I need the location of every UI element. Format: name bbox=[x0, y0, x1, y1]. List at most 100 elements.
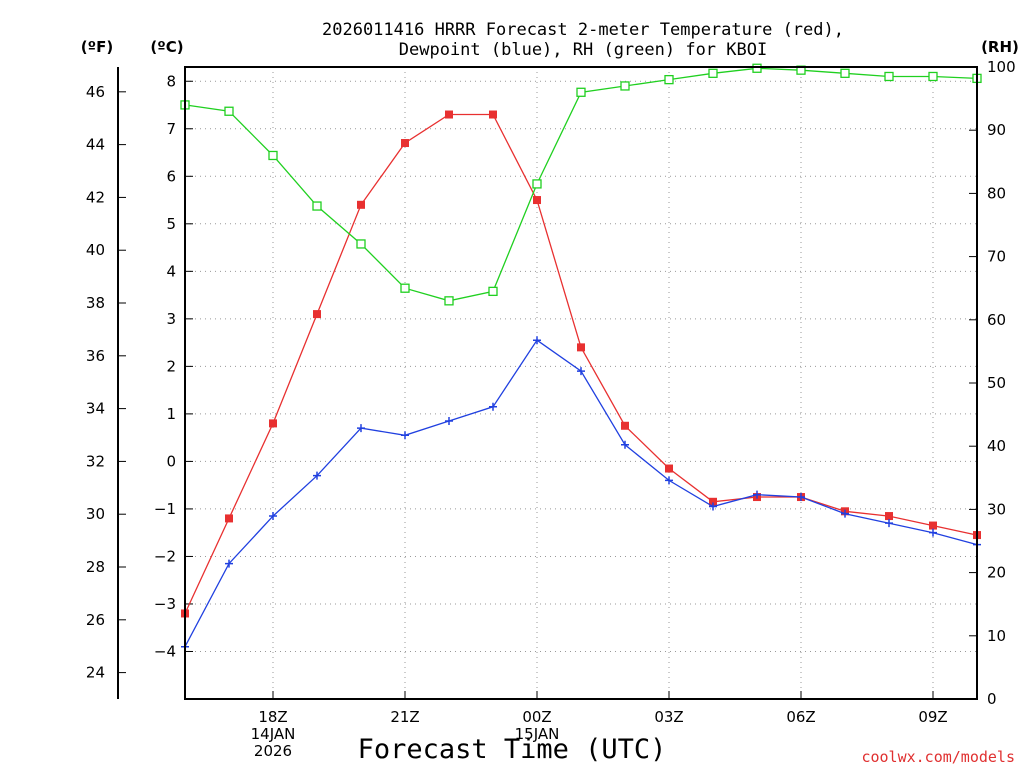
rh-point bbox=[752, 63, 762, 73]
temperature-point bbox=[577, 343, 585, 352]
celsius-tick-label: 2 bbox=[166, 357, 176, 375]
dewpoint-point bbox=[709, 502, 717, 511]
celsius-tick-label: 3 bbox=[166, 310, 176, 328]
rh-tick-label: 30 bbox=[987, 500, 1006, 518]
celsius-tick-label: −3 bbox=[154, 595, 176, 613]
x-tick-label: 00Z bbox=[522, 708, 551, 726]
rh-tick-label: 50 bbox=[987, 374, 1006, 392]
rh-point bbox=[312, 201, 322, 211]
rh-point bbox=[664, 74, 674, 85]
dewpoint-point bbox=[841, 509, 849, 518]
celsius-tick-label: −1 bbox=[154, 500, 176, 518]
rh-tick-label: 90 bbox=[987, 121, 1006, 139]
celsius-tick-label: −2 bbox=[154, 547, 176, 565]
dewpoint-point bbox=[665, 476, 673, 485]
fahrenheit-tick-label: 24 bbox=[86, 664, 105, 682]
axes: 876543210−1−2−3−446444240383634323028262… bbox=[86, 58, 1016, 760]
rh-point bbox=[840, 68, 850, 78]
dewpoint-point bbox=[225, 559, 233, 568]
chart-title-line1: 2026011416 HRRR Forecast 2-meter Tempera… bbox=[322, 20, 844, 40]
chart-title-line2: Dewpoint (blue), RH (green) for KBOI bbox=[399, 40, 767, 60]
rh-point bbox=[708, 68, 718, 78]
x-tick-label: 2026 bbox=[254, 742, 292, 760]
rh-tick-label: 40 bbox=[987, 437, 1006, 455]
rh-point bbox=[444, 296, 454, 306]
x-tick-label: 09Z bbox=[918, 708, 947, 726]
temperature-point bbox=[445, 110, 453, 119]
rh-point bbox=[620, 81, 630, 91]
dewpoint-point bbox=[929, 528, 937, 537]
fahrenheit-tick-label: 38 bbox=[86, 294, 105, 312]
dewpoint-point bbox=[357, 424, 365, 433]
temperature-point bbox=[709, 497, 717, 506]
dewpoint-point bbox=[401, 431, 409, 440]
rh-tick-label: 60 bbox=[987, 311, 1006, 329]
x-tick-label: 14JAN bbox=[251, 725, 296, 743]
fahrenheit-tick-label: 46 bbox=[86, 83, 105, 101]
dewpoint-point bbox=[313, 471, 321, 480]
temperature-line bbox=[184, 113, 978, 614]
grid-lines bbox=[185, 67, 977, 699]
dewpoint-point bbox=[445, 417, 453, 426]
celsius-tick-label: 7 bbox=[166, 120, 176, 138]
dewpoint-point bbox=[489, 402, 497, 411]
temperature-point bbox=[313, 310, 321, 319]
dewpoint-point bbox=[621, 440, 629, 449]
rh-tick-label: 20 bbox=[987, 564, 1006, 582]
x-tick-label: 15JAN bbox=[515, 725, 560, 743]
fahrenheit-tick-label: 34 bbox=[86, 400, 105, 418]
temperature-point bbox=[225, 514, 233, 523]
dewpoint-point bbox=[885, 519, 893, 528]
credit-text: coolwx.com/models bbox=[861, 748, 1015, 766]
rh-tick-label: 0 bbox=[987, 690, 997, 708]
temperature-point bbox=[401, 139, 409, 148]
data-series bbox=[180, 63, 982, 651]
plot-area-frame bbox=[184, 66, 978, 700]
fahrenheit-tick-label: 26 bbox=[86, 611, 105, 629]
dewpoint-point bbox=[577, 367, 585, 376]
fahrenheit-tick-label: 28 bbox=[86, 558, 105, 576]
rh-point bbox=[400, 283, 410, 293]
rh-tick-label: 100 bbox=[987, 58, 1016, 76]
rh-point bbox=[356, 239, 366, 249]
rh-point bbox=[884, 71, 894, 82]
temperature-point bbox=[357, 200, 365, 209]
celsius-tick-label: 6 bbox=[166, 167, 176, 185]
fahrenheit-tick-label: 42 bbox=[86, 188, 105, 206]
celsius-unit-label: (ºC) bbox=[150, 38, 183, 56]
dewpoint-point bbox=[797, 493, 805, 502]
temperature-point bbox=[665, 464, 673, 473]
dewpoint-point bbox=[269, 512, 277, 521]
rh-unit-label: (RH) bbox=[981, 38, 1019, 56]
celsius-tick-label: 8 bbox=[166, 72, 176, 90]
x-tick-label: 03Z bbox=[654, 708, 683, 726]
fahrenheit-tick-label: 40 bbox=[86, 241, 105, 259]
dewpoint-line bbox=[184, 339, 978, 648]
rh-point bbox=[268, 150, 278, 161]
dewpoint-point bbox=[753, 490, 761, 499]
rh-point bbox=[224, 106, 234, 116]
temperature-point bbox=[269, 419, 277, 428]
temperature-point bbox=[533, 196, 541, 205]
fahrenheit-tick-label: 30 bbox=[86, 505, 105, 523]
celsius-tick-label: 0 bbox=[166, 452, 176, 470]
celsius-tick-label: 1 bbox=[166, 405, 176, 423]
temperature-point bbox=[489, 110, 497, 119]
rh-tick-label: 70 bbox=[987, 248, 1006, 266]
temperature-point bbox=[885, 512, 893, 521]
x-tick-label: 06Z bbox=[786, 708, 815, 726]
rh-line bbox=[184, 67, 978, 302]
temperature-point bbox=[621, 421, 629, 430]
x-axis-label: Forecast Time (UTC) bbox=[358, 734, 667, 765]
fahrenheit-tick-label: 32 bbox=[86, 452, 105, 470]
celsius-tick-label: 5 bbox=[166, 215, 176, 233]
fahrenheit-unit-label: (ºF) bbox=[81, 38, 113, 56]
celsius-tick-label: −4 bbox=[154, 642, 176, 660]
fahrenheit-tick-label: 36 bbox=[86, 347, 105, 365]
x-tick-label: 21Z bbox=[390, 708, 419, 726]
fahrenheit-tick-label: 44 bbox=[86, 136, 105, 154]
rh-tick-label: 10 bbox=[987, 627, 1006, 645]
rh-tick-label: 80 bbox=[987, 184, 1006, 202]
x-tick-label: 18Z bbox=[258, 708, 287, 726]
